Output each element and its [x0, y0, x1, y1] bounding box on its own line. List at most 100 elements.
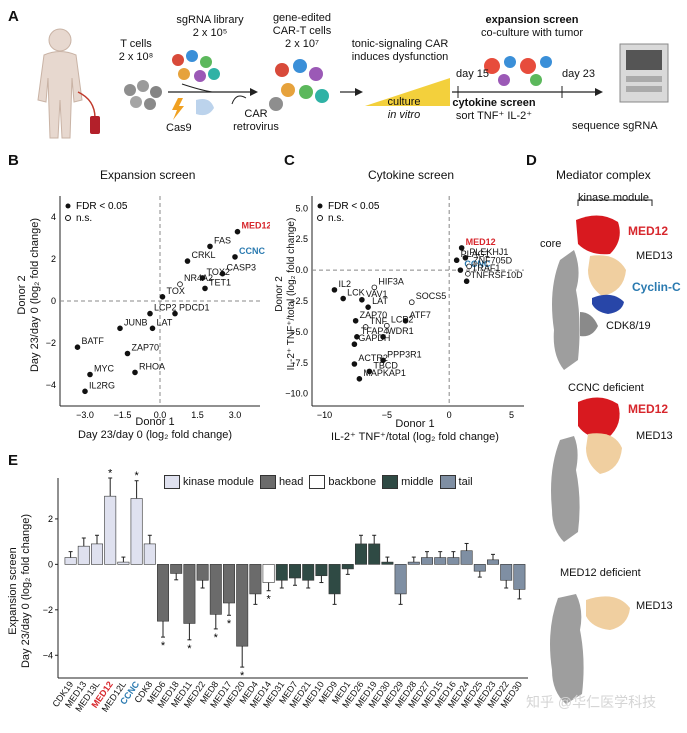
tcells-count: 2 x 10⁸: [118, 51, 154, 63]
panel-c-point: [408, 299, 415, 306]
panel-c-point-label: TNFRSF10D: [471, 270, 524, 280]
panel-b-point: [199, 275, 206, 281]
med12-deficient-structure: [550, 594, 630, 704]
panel-e-bar: [487, 559, 499, 565]
panel-b-point: [74, 344, 81, 351]
panel-e-significance: *: [214, 632, 219, 644]
tonic-label-1: tonic-signaling CAR: [351, 38, 449, 50]
panel-b-point-label: PDCD1: [179, 303, 210, 313]
panel-e-bar: [104, 495, 117, 565]
coculture-icon: [484, 56, 552, 86]
panel-e-significance: *: [108, 468, 113, 479]
panel-e-legend-label: middle: [401, 476, 434, 488]
panel-e-bar: [143, 543, 156, 565]
core-label: core: [540, 238, 562, 250]
culture-label: culture: [387, 96, 421, 108]
panel-e-bar: [249, 564, 262, 595]
panel-b-point: [172, 310, 178, 317]
panel-b-point-label: CASP3: [227, 263, 257, 273]
expansion-screen-block: expansion screen co-culture with tumor: [474, 14, 590, 40]
panel-c-point-label: TBCD: [373, 360, 398, 370]
person-figure: [37, 28, 83, 139]
panel-e-bar: [473, 564, 486, 572]
panel-e-bar: [500, 564, 513, 581]
panel-e-legend-item: head: [259, 475, 303, 489]
car-label: CAR: [244, 108, 268, 120]
cytokine-scatter-plot: 5.0 2.5 0.0 −2.5 −5.0 −7.5 −10.0 −10 −5 0 5 FDR < 0…: [285, 196, 524, 420]
panel-e-bar: [77, 545, 90, 565]
panel-b-ytick: 0: [51, 296, 56, 306]
panel-c-xtick: 0: [447, 410, 452, 420]
panel-e-ytick: 0: [48, 559, 53, 569]
mediator-full-structure: [552, 215, 626, 370]
panel-c-legend-ns-dot: [317, 215, 323, 221]
car-t-cells-icon: [269, 59, 329, 111]
panel-label-d: D: [526, 152, 537, 169]
panel-b-point: [124, 350, 131, 357]
panel-b-legend-fdr-dot: [65, 203, 71, 209]
panel-c-point-label: VAV1: [366, 289, 388, 299]
panel-b-xlabel: Donor 1 Day 23/day 0 (log₂ fold change): [40, 416, 270, 442]
panel-c-point: [354, 334, 360, 340]
panel-e-ylabel: Expansion screen Day 23/day 0 (log₂ fold…: [7, 481, 33, 701]
panel-e-legend-item: backbone: [309, 475, 376, 489]
panel-b-point: [232, 254, 238, 260]
panel-e-legend-swatch: [309, 475, 326, 489]
panel-b-point-label: TET1: [209, 277, 231, 287]
edited-label-3: 2 x 10⁷: [285, 38, 319, 50]
panel-e-ylabel-2: Day 23/day 0 (log₂ fold change): [20, 513, 32, 669]
panel-e-bar: [407, 561, 420, 565]
panel-e-significance: *: [240, 670, 245, 682]
panel-c-point-label: PLEKHJ1: [469, 247, 508, 257]
sequencer-icon: [619, 43, 669, 103]
panel-c-point: [402, 317, 409, 324]
panel-e-legend-swatch: [439, 475, 456, 489]
panel-b-point: [219, 270, 226, 277]
panel-c-point-label: TRAF1: [472, 263, 501, 273]
panel-e-significance: *: [227, 618, 232, 630]
panel-e-significance: *: [134, 470, 139, 482]
panel-b-point: [87, 371, 93, 378]
panel-e-significance: *: [161, 640, 166, 652]
panel-e-bar: [275, 564, 288, 581]
panel-b-point-label: MED12: [242, 221, 271, 231]
panel-e-bar: [223, 564, 235, 604]
panel-e-bar: [368, 543, 381, 565]
ccnc-deficient-label: CCNC deficient: [568, 382, 644, 394]
sgrna-label-block: sgRNA library 2 x 10⁵: [172, 14, 248, 40]
panel-b-point-label: FAS: [214, 235, 231, 245]
cyclin-c-label: Cyclin-C: [632, 280, 681, 294]
panel-e-bar: [447, 557, 460, 565]
panel-c-ytick: −2.5: [290, 296, 308, 306]
panel-e-legend: kinase module head backbone middle tail: [164, 474, 473, 490]
med13-label-1: MED13: [636, 250, 673, 262]
panel-e-bar: [328, 564, 341, 595]
panel-b-point: [132, 369, 138, 376]
panel-b-point: [234, 228, 241, 235]
panel-c-ylabel-1: Donor 2: [274, 276, 285, 312]
panel-c-point: [356, 376, 363, 382]
panel-b-point: [207, 243, 213, 250]
panel-b-legend-ns-dot: [65, 215, 71, 221]
panel-c-legend-ns: n.s.: [328, 213, 344, 224]
cytokine-screen-sub: sort TNF⁺ IL-2⁺: [455, 110, 533, 122]
expansion-scatter-plot: 4 2 0 −2 −4 −3.0 −1.5 0.0 1.5 3.0 FDR < 0.05n.s. ME…: [46, 196, 271, 420]
panel-b-point: [149, 325, 156, 332]
panel-b-point: [82, 388, 88, 395]
panel-b-point-label: LCP2: [154, 303, 177, 313]
panel-c-point-label: PLAG1: [461, 249, 490, 259]
panel-b-point: [117, 325, 123, 332]
panel-e-ytick: −2: [43, 605, 53, 615]
panel-c-ylabel-2: IL-2⁺ TNF⁺/total (log₂ fold change): [286, 217, 297, 371]
panel-b-point: [184, 258, 191, 264]
panel-c-point-label: IL2: [338, 279, 351, 289]
panel-b-point-label: TOX: [167, 286, 185, 296]
panel-e-ytick: −4: [43, 650, 53, 660]
cytokine-screen-title: cytokine screen: [452, 97, 536, 109]
panel-b-ytick: −4: [46, 380, 56, 390]
cytokine-screen-block: cytokine screen sort TNF⁺ IL-2⁺: [444, 97, 544, 123]
panel-c-point-label: ACTR2: [358, 353, 388, 363]
panel-c-ytick: −5.0: [290, 327, 308, 337]
panel-b-point-label: IL2RG: [89, 380, 115, 390]
sgrna-library-icon: [172, 50, 220, 82]
